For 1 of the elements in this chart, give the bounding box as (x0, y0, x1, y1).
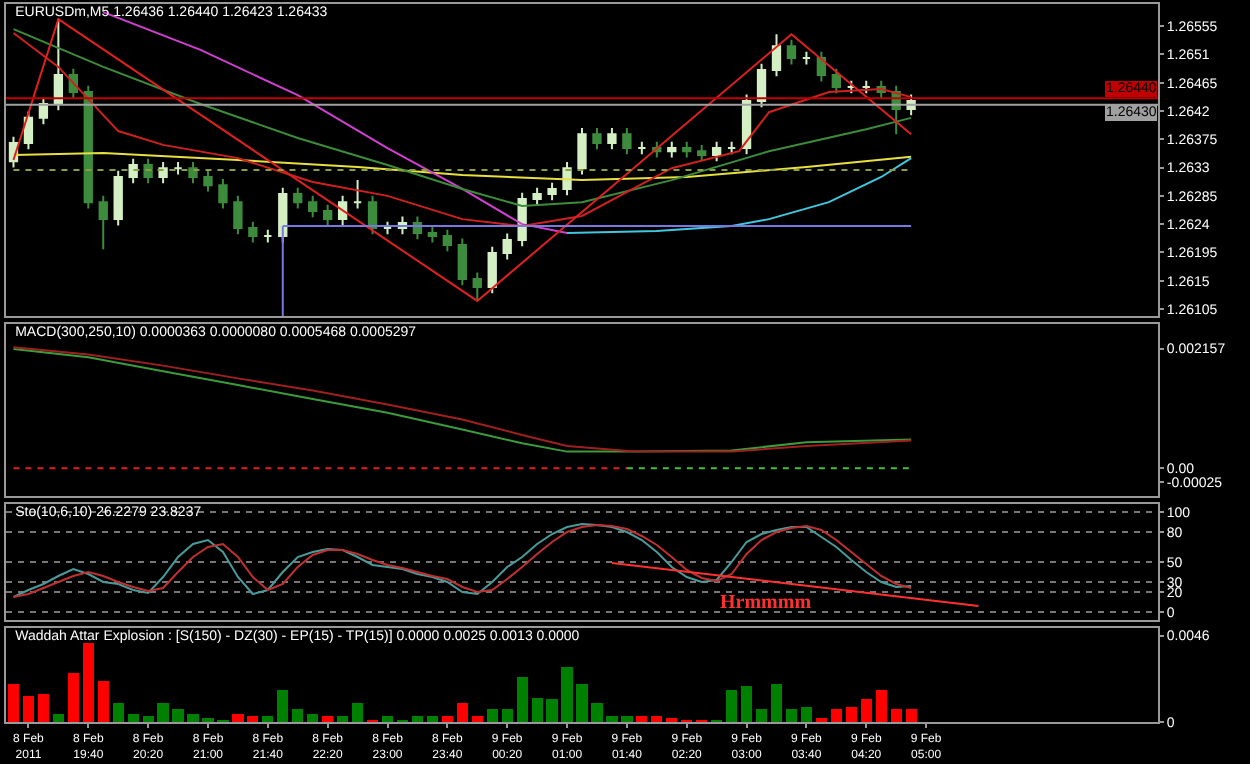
annotation: Hrmmmm (720, 592, 813, 614)
